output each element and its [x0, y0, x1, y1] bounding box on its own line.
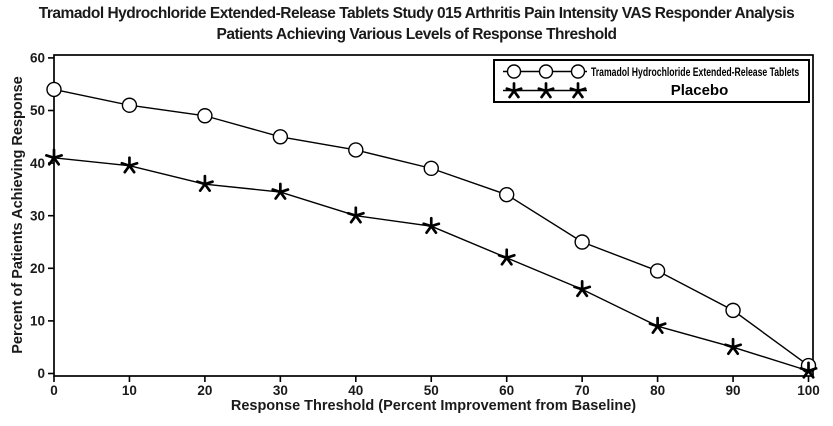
x-tick-label: 100 [797, 383, 820, 398]
legend-label-tramadol: Tramadol Hydrochloride Extended-Release … [591, 64, 800, 79]
star-marker [195, 174, 214, 192]
x-tick-label: 60 [499, 383, 514, 398]
circle-marker [197, 108, 213, 124]
x-tick-label: 80 [650, 383, 665, 398]
y-tick-label: 0 [37, 366, 45, 381]
star-marker [120, 156, 139, 174]
y-tick-label: 60 [30, 51, 45, 66]
y-tick-label: 10 [30, 314, 45, 329]
circle-marker [348, 142, 364, 158]
plot-frame [53, 54, 814, 377]
legend-item-tramadol: Tramadol Hydrochloride Extended-Release … [495, 62, 808, 81]
x-tick-label: 10 [122, 383, 137, 398]
circle-marker-sample [503, 64, 587, 79]
circle-marker [423, 160, 439, 177]
x-tick-label: 40 [348, 383, 363, 398]
star-marker [497, 248, 516, 266]
series-markers-1 [45, 148, 818, 379]
circle-marker [538, 64, 554, 79]
chart-title-line2: Patients Achieving Various Levels of Res… [216, 26, 617, 43]
y-tick-label: 20 [30, 261, 45, 276]
star-marker [648, 316, 667, 334]
circle-marker [499, 186, 515, 203]
chart-title-line1: Tramadol Hydrochloride Extended-Release … [38, 5, 795, 22]
x-tick-label: 70 [575, 383, 590, 398]
star-marker [505, 82, 523, 99]
star-marker [799, 361, 818, 379]
x-axis-title: Response Threshold (Percent Improvement … [230, 398, 637, 414]
x-tick-label: 50 [424, 383, 439, 398]
circle-marker [272, 129, 289, 145]
series-line-1 [53, 157, 809, 372]
circle-marker [725, 302, 741, 319]
circle-marker [574, 234, 590, 250]
x-tick-label: 90 [726, 383, 741, 398]
legend-label-placebo: Placebo [670, 82, 729, 99]
circle-marker [649, 263, 666, 279]
star-marker [45, 148, 63, 166]
circle-marker [570, 64, 586, 79]
star-marker [422, 216, 441, 235]
star-marker [537, 82, 555, 99]
y-tick-label: 50 [30, 103, 45, 118]
star-marker [724, 337, 743, 356]
y-axis-title: Percent of Patients Achieving Response [10, 76, 26, 354]
circle-marker [121, 97, 138, 113]
x-tick-label: 0 [50, 383, 58, 398]
y-tick-label: 40 [30, 156, 45, 171]
star-marker [271, 182, 290, 200]
legend: Tramadol Hydrochloride Extended-Release … [493, 59, 810, 103]
y-tick-label: 30 [30, 208, 45, 223]
star-marker [346, 206, 365, 224]
star-marker [573, 279, 592, 298]
star-marker [569, 82, 587, 99]
legend-item-placebo: Placebo [495, 81, 808, 100]
circle-marker [46, 81, 62, 98]
circle-marker [506, 64, 522, 79]
x-tick-label: 20 [197, 383, 212, 398]
x-tick-label: 30 [273, 383, 288, 398]
star-marker-sample [503, 82, 587, 99]
